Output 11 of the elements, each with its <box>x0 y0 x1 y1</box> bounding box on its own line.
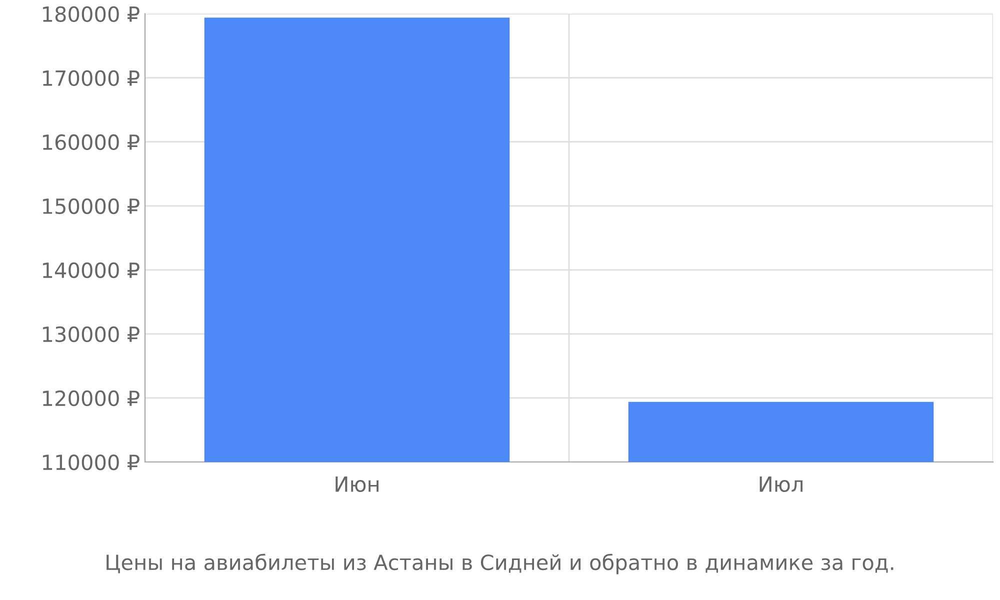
y-tick-label: 120000 ₽ <box>43 390 140 406</box>
y-tick-label: 150000 ₽ <box>43 198 140 214</box>
y-tick-label: 140000 ₽ <box>43 262 140 278</box>
text: Цены на авиабилеты из Астаны в Сидней и обратно в динамике за год. <box>106 554 894 574</box>
y-tick-label: 170000 ₽ <box>43 70 140 86</box>
y-tick-label: 160000 ₽ <box>43 134 140 150</box>
y-tick-label: 180000 ₽ <box>43 6 140 22</box>
x-tick-label: Июл <box>760 476 802 492</box>
y-tick-label: 110000 ₽ <box>43 454 140 470</box>
y-tick-label: 130000 ₽ <box>43 326 140 342</box>
x-tick-label: Июн <box>336 476 378 492</box>
